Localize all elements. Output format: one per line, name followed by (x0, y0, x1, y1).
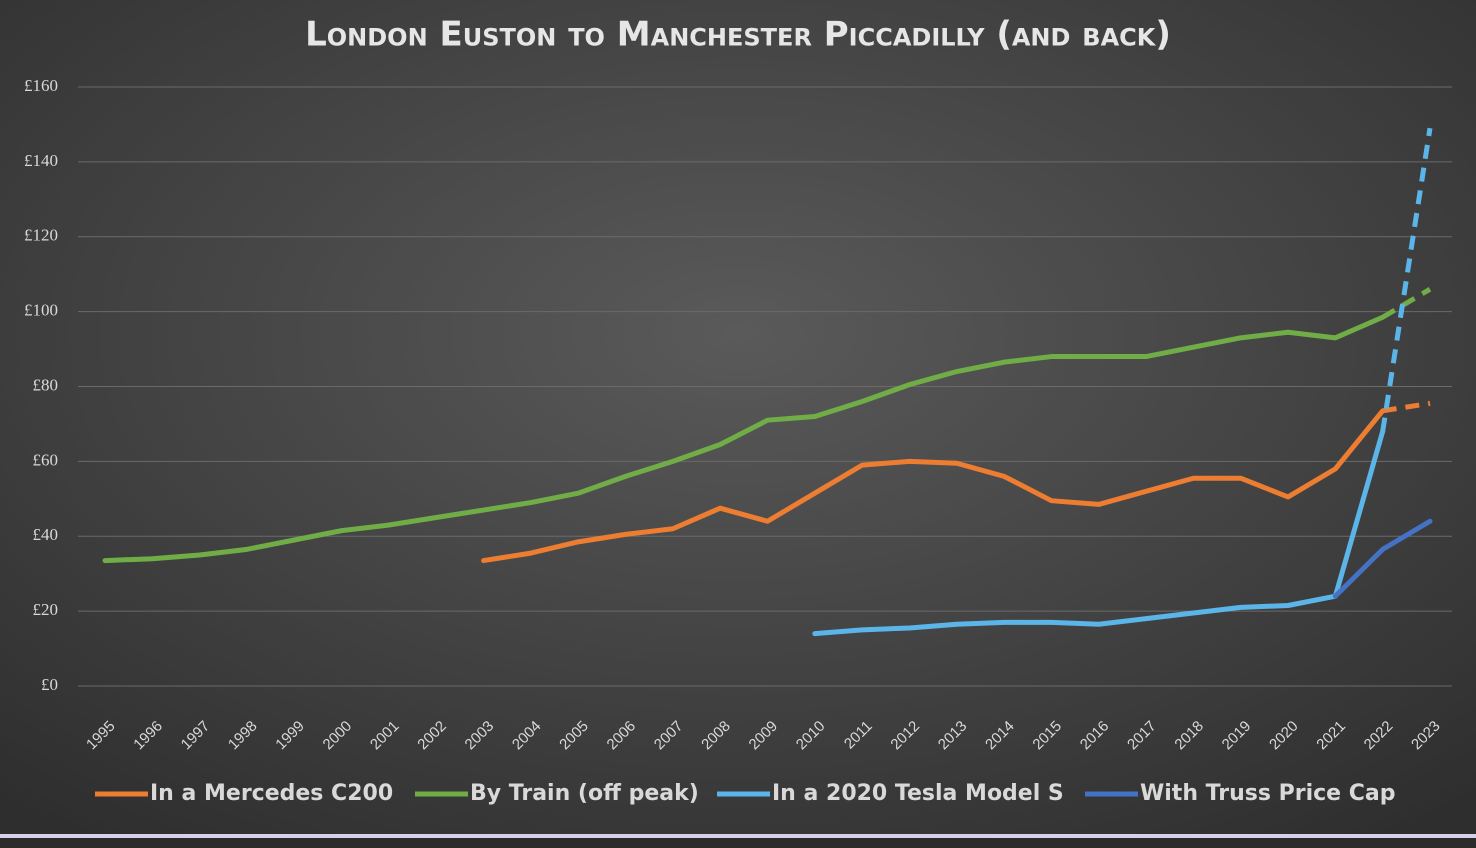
series-line (1332, 518, 1433, 599)
series-projection (1380, 127, 1433, 432)
y-tick-label: £120 (24, 226, 58, 245)
window-edge (0, 834, 1476, 838)
y-tick-label: £0 (41, 675, 58, 694)
y-tick-label: £40 (33, 525, 59, 544)
legend-label: With Truss Price Cap (1140, 781, 1395, 806)
y-tick-label: £20 (33, 600, 59, 619)
y-tick-label: £80 (33, 375, 59, 394)
chart-title: London Euston to Manchester Piccadilly (… (305, 15, 1171, 55)
y-tick-label: £140 (24, 151, 58, 170)
series-line (481, 408, 1386, 564)
series-line (812, 428, 1386, 637)
y-tick-label: £60 (33, 450, 59, 469)
y-tick-label: £100 (24, 301, 58, 320)
series-line (102, 314, 1386, 564)
y-tick-label: £160 (24, 76, 58, 95)
legend-label: In a Mercedes C200 (150, 781, 393, 806)
series-projection (1382, 400, 1431, 414)
series-projection (1381, 287, 1432, 320)
legend-label: In a 2020 Tesla Model S (772, 781, 1064, 806)
legend-label: By Train (off peak) (470, 781, 699, 806)
